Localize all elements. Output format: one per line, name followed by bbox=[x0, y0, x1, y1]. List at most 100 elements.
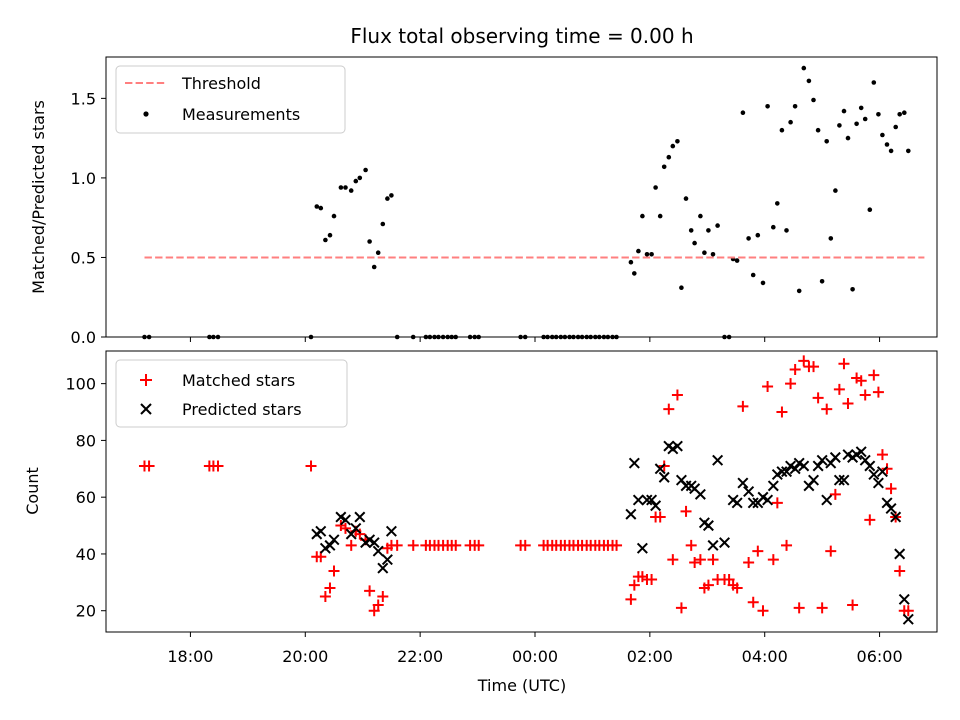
matched-star-point bbox=[771, 497, 783, 509]
matched-star-point bbox=[872, 386, 884, 398]
measurement-point bbox=[389, 193, 394, 198]
matched-star-point bbox=[757, 605, 769, 617]
predicted-star-point bbox=[789, 463, 801, 475]
predicted-star-point bbox=[731, 497, 743, 509]
predicted-star-point bbox=[737, 477, 749, 489]
matched-star-point bbox=[685, 539, 697, 551]
measurement-point bbox=[784, 228, 789, 233]
matched-star-point bbox=[354, 528, 366, 540]
measurement-point bbox=[632, 271, 637, 276]
measurement-point bbox=[318, 205, 324, 211]
matched-star-point bbox=[368, 605, 380, 617]
measurement-point bbox=[636, 248, 641, 254]
measurement-point bbox=[640, 213, 645, 219]
matched-star-point bbox=[519, 539, 531, 551]
measurement-point bbox=[746, 236, 751, 241]
bottom-x-ticks: 18:00 20:00 22:00 00:00 02:00 04:00 06:00 bbox=[167, 632, 903, 666]
predicted-star-point bbox=[808, 474, 820, 486]
matched-star-point bbox=[680, 505, 692, 517]
matched-star-point bbox=[859, 389, 871, 401]
measurement-point bbox=[906, 148, 911, 154]
matched-star-point bbox=[305, 460, 317, 472]
predicted-star-point bbox=[902, 613, 914, 625]
predicted-star-point bbox=[707, 539, 719, 551]
bottom-xtick-label: 00:00 bbox=[512, 647, 558, 666]
matched-star-point bbox=[694, 554, 706, 566]
measurement-point bbox=[862, 116, 868, 122]
measurement-point bbox=[371, 264, 377, 270]
matched-star-point bbox=[785, 378, 797, 390]
measurement-point bbox=[837, 123, 842, 128]
legend-predicted-swatch bbox=[140, 403, 152, 415]
matched-star-point bbox=[842, 398, 854, 410]
predicted-star-point bbox=[864, 460, 876, 472]
measurement-point bbox=[353, 178, 359, 184]
measurement-point bbox=[824, 139, 829, 144]
top-ytick-label: 1.5 bbox=[71, 89, 96, 108]
matched-star-point bbox=[808, 361, 820, 373]
matched-star-point bbox=[377, 591, 389, 603]
predicted-star-point bbox=[776, 466, 788, 478]
measurement-point bbox=[850, 287, 855, 292]
matched-star-point bbox=[747, 596, 759, 608]
matched-star-point bbox=[407, 539, 419, 551]
matched-star-point bbox=[816, 602, 828, 614]
bottom-legend-box bbox=[115, 359, 348, 428]
bottom-ytick-label: 20 bbox=[76, 602, 96, 621]
matched-star-point bbox=[702, 579, 714, 591]
bottom-y-ticks: 20 40 60 80 100 bbox=[65, 375, 106, 621]
measurement-point bbox=[715, 223, 720, 228]
matched-star-point bbox=[743, 556, 755, 568]
matched-star-point bbox=[731, 582, 743, 594]
measurement-point bbox=[888, 148, 894, 154]
legend-matched-swatch bbox=[140, 374, 152, 386]
predicted-star-point bbox=[762, 494, 774, 506]
measurement-point bbox=[628, 259, 634, 265]
predicted-star-point bbox=[881, 497, 893, 509]
measurement-point bbox=[653, 185, 658, 190]
legend-measurements-swatch bbox=[143, 111, 149, 117]
measurement-point bbox=[740, 110, 746, 115]
legend-threshold-label: Threshold bbox=[181, 74, 261, 93]
measurement-point bbox=[323, 237, 328, 243]
measurement-point bbox=[760, 280, 766, 286]
measurement-point bbox=[779, 127, 785, 133]
legend-measurements-label: Measurements bbox=[182, 105, 300, 124]
bottom-xtick-label: 18:00 bbox=[167, 647, 213, 666]
bottom-xlabel: Time (UTC) bbox=[477, 676, 566, 695]
bottom-ytick-label: 60 bbox=[76, 488, 96, 507]
matched-star-point bbox=[776, 406, 788, 418]
measurement-point bbox=[788, 119, 793, 125]
measurement-point bbox=[845, 135, 851, 141]
measurement-point bbox=[702, 250, 707, 255]
matched-star-point bbox=[319, 591, 331, 603]
measurement-point bbox=[666, 154, 672, 160]
matched-star-point bbox=[671, 389, 683, 401]
matched-star-point bbox=[767, 554, 779, 566]
matched-star-point bbox=[689, 556, 701, 568]
predicted-star-point bbox=[868, 468, 880, 480]
measurement-point bbox=[363, 167, 368, 173]
measurement-point bbox=[880, 132, 885, 138]
measurement-point bbox=[765, 104, 770, 109]
matched-star-point bbox=[876, 449, 888, 461]
bottom-xtick-label: 22:00 bbox=[397, 647, 443, 666]
predicted-star-point bbox=[719, 537, 731, 549]
matched-star-point bbox=[737, 400, 749, 412]
matched-star-point bbox=[675, 602, 687, 614]
matched-star-point bbox=[473, 539, 485, 551]
matched-star-point bbox=[847, 599, 859, 611]
matched-star-point bbox=[902, 605, 914, 617]
measurement-point bbox=[897, 112, 902, 117]
legend-matched-label: Matched stars bbox=[182, 371, 295, 390]
measurement-point bbox=[858, 105, 864, 111]
predicted-star-point bbox=[747, 497, 759, 509]
predicted-star-point bbox=[671, 440, 683, 452]
predicted-star-point bbox=[838, 474, 850, 486]
measurement-point bbox=[893, 124, 898, 130]
matched-star-point bbox=[611, 539, 623, 551]
matched-star-point bbox=[450, 539, 462, 551]
predicted-star-point bbox=[372, 545, 384, 557]
measurement-point bbox=[343, 185, 348, 190]
